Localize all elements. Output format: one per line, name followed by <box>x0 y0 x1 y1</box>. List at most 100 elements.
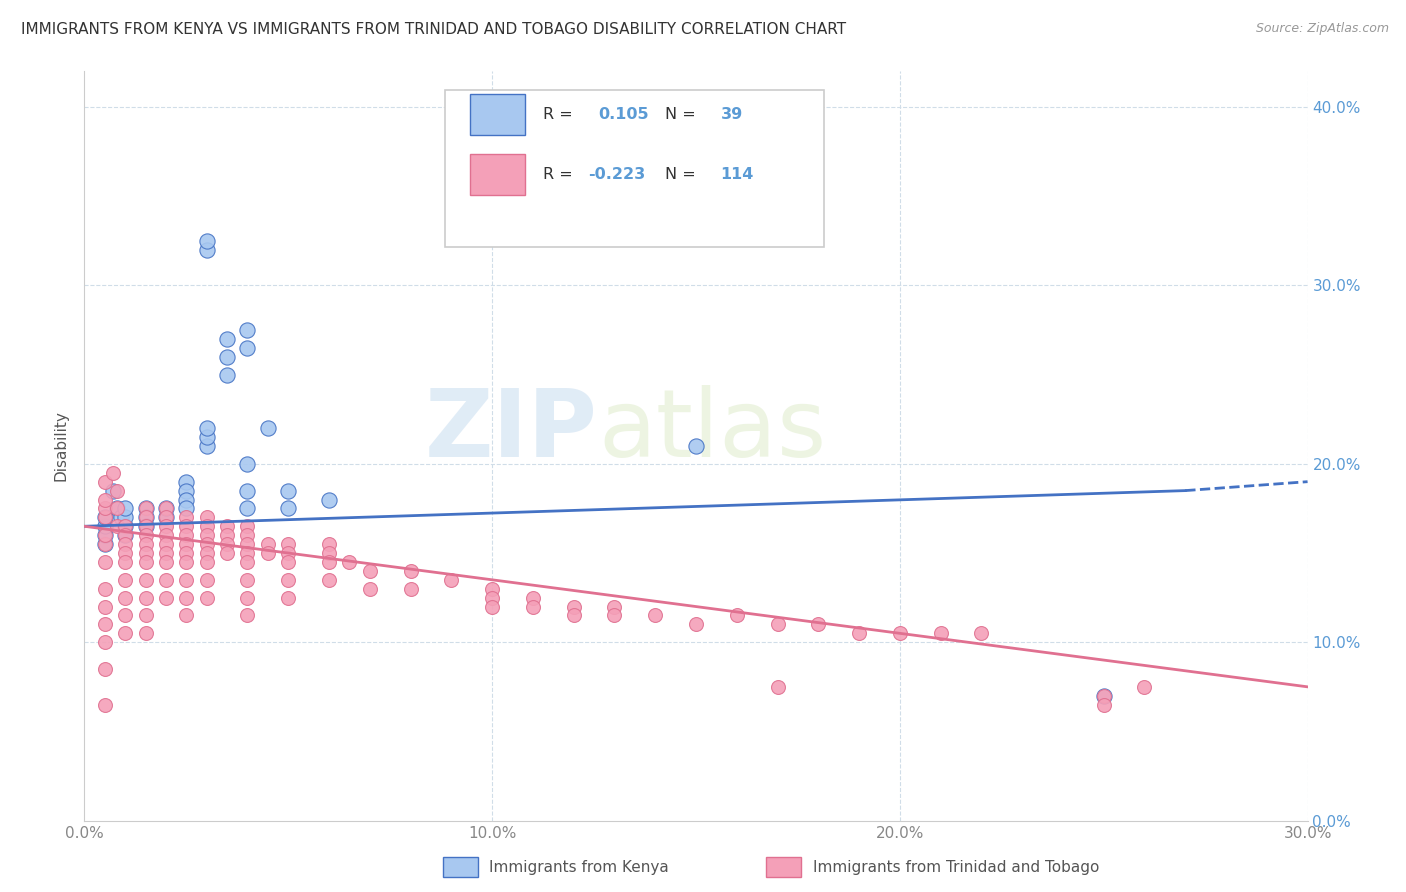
Point <box>93 582 115 596</box>
Point <box>399 582 422 596</box>
Point <box>481 591 503 605</box>
Point <box>93 662 115 676</box>
Point <box>114 519 136 533</box>
Point <box>1092 689 1115 703</box>
Point <box>174 608 197 623</box>
Point <box>105 501 128 516</box>
Point <box>114 510 136 524</box>
Point <box>155 528 177 542</box>
Point <box>685 439 707 453</box>
Point <box>1092 698 1115 712</box>
Text: atlas: atlas <box>598 385 827 477</box>
Point <box>93 537 115 551</box>
Point <box>277 546 299 560</box>
Point <box>522 599 544 614</box>
Point <box>114 537 136 551</box>
Point <box>174 528 197 542</box>
Point <box>114 528 136 542</box>
Point <box>217 537 239 551</box>
Point <box>135 510 157 524</box>
Point <box>399 564 422 578</box>
Point <box>93 599 115 614</box>
Point <box>93 698 115 712</box>
Point <box>135 501 157 516</box>
Text: R =: R = <box>543 167 578 182</box>
Point <box>277 483 299 498</box>
Point <box>174 537 197 551</box>
Point <box>236 537 259 551</box>
Point <box>929 626 952 640</box>
Point <box>236 457 259 471</box>
Text: 114: 114 <box>720 167 754 182</box>
Point <box>155 573 177 587</box>
Point <box>110 510 132 524</box>
Point <box>135 573 157 587</box>
Point <box>195 439 218 453</box>
Point <box>174 573 197 587</box>
Point <box>277 501 299 516</box>
Point <box>195 573 218 587</box>
Point <box>257 546 280 560</box>
Point <box>217 350 239 364</box>
Point <box>135 519 157 533</box>
Point <box>257 421 280 435</box>
Point <box>562 608 585 623</box>
Point <box>217 528 239 542</box>
Point <box>277 537 299 551</box>
Point <box>1133 680 1156 694</box>
Point <box>155 537 177 551</box>
Point <box>766 680 789 694</box>
Point <box>174 501 197 516</box>
Text: ZIP: ZIP <box>425 385 598 477</box>
Point <box>135 501 157 516</box>
Text: R =: R = <box>543 107 578 122</box>
Point <box>93 475 115 489</box>
Point <box>93 537 115 551</box>
Point <box>114 608 136 623</box>
Point <box>766 617 789 632</box>
Point <box>114 519 136 533</box>
Point <box>174 492 197 507</box>
Point <box>217 546 239 560</box>
Point <box>93 528 115 542</box>
FancyBboxPatch shape <box>470 94 524 135</box>
Point <box>217 368 239 382</box>
Point <box>236 341 259 355</box>
Point <box>236 608 259 623</box>
Point <box>195 421 218 435</box>
Point <box>236 323 259 337</box>
Point <box>155 591 177 605</box>
Point <box>135 591 157 605</box>
Point <box>93 510 115 524</box>
Point <box>101 466 124 480</box>
Y-axis label: Disability: Disability <box>53 410 69 482</box>
Point <box>93 528 115 542</box>
Point <box>318 537 340 551</box>
Point <box>174 483 197 498</box>
Point <box>318 573 340 587</box>
Point <box>135 546 157 560</box>
Point <box>174 519 197 533</box>
Point <box>644 608 666 623</box>
Point <box>318 546 340 560</box>
Point <box>195 430 218 444</box>
Point <box>93 617 115 632</box>
Point <box>236 555 259 569</box>
Point <box>359 582 381 596</box>
Point <box>155 510 177 524</box>
Point <box>195 519 218 533</box>
Point <box>93 492 115 507</box>
Point <box>277 591 299 605</box>
Point <box>277 555 299 569</box>
Point <box>174 555 197 569</box>
Point <box>685 617 707 632</box>
Point <box>174 546 197 560</box>
Point <box>135 510 157 524</box>
Point <box>135 555 157 569</box>
Point <box>114 591 136 605</box>
Point <box>155 501 177 516</box>
Point <box>848 626 870 640</box>
Point <box>135 608 157 623</box>
Point <box>970 626 993 640</box>
Point <box>195 234 218 248</box>
